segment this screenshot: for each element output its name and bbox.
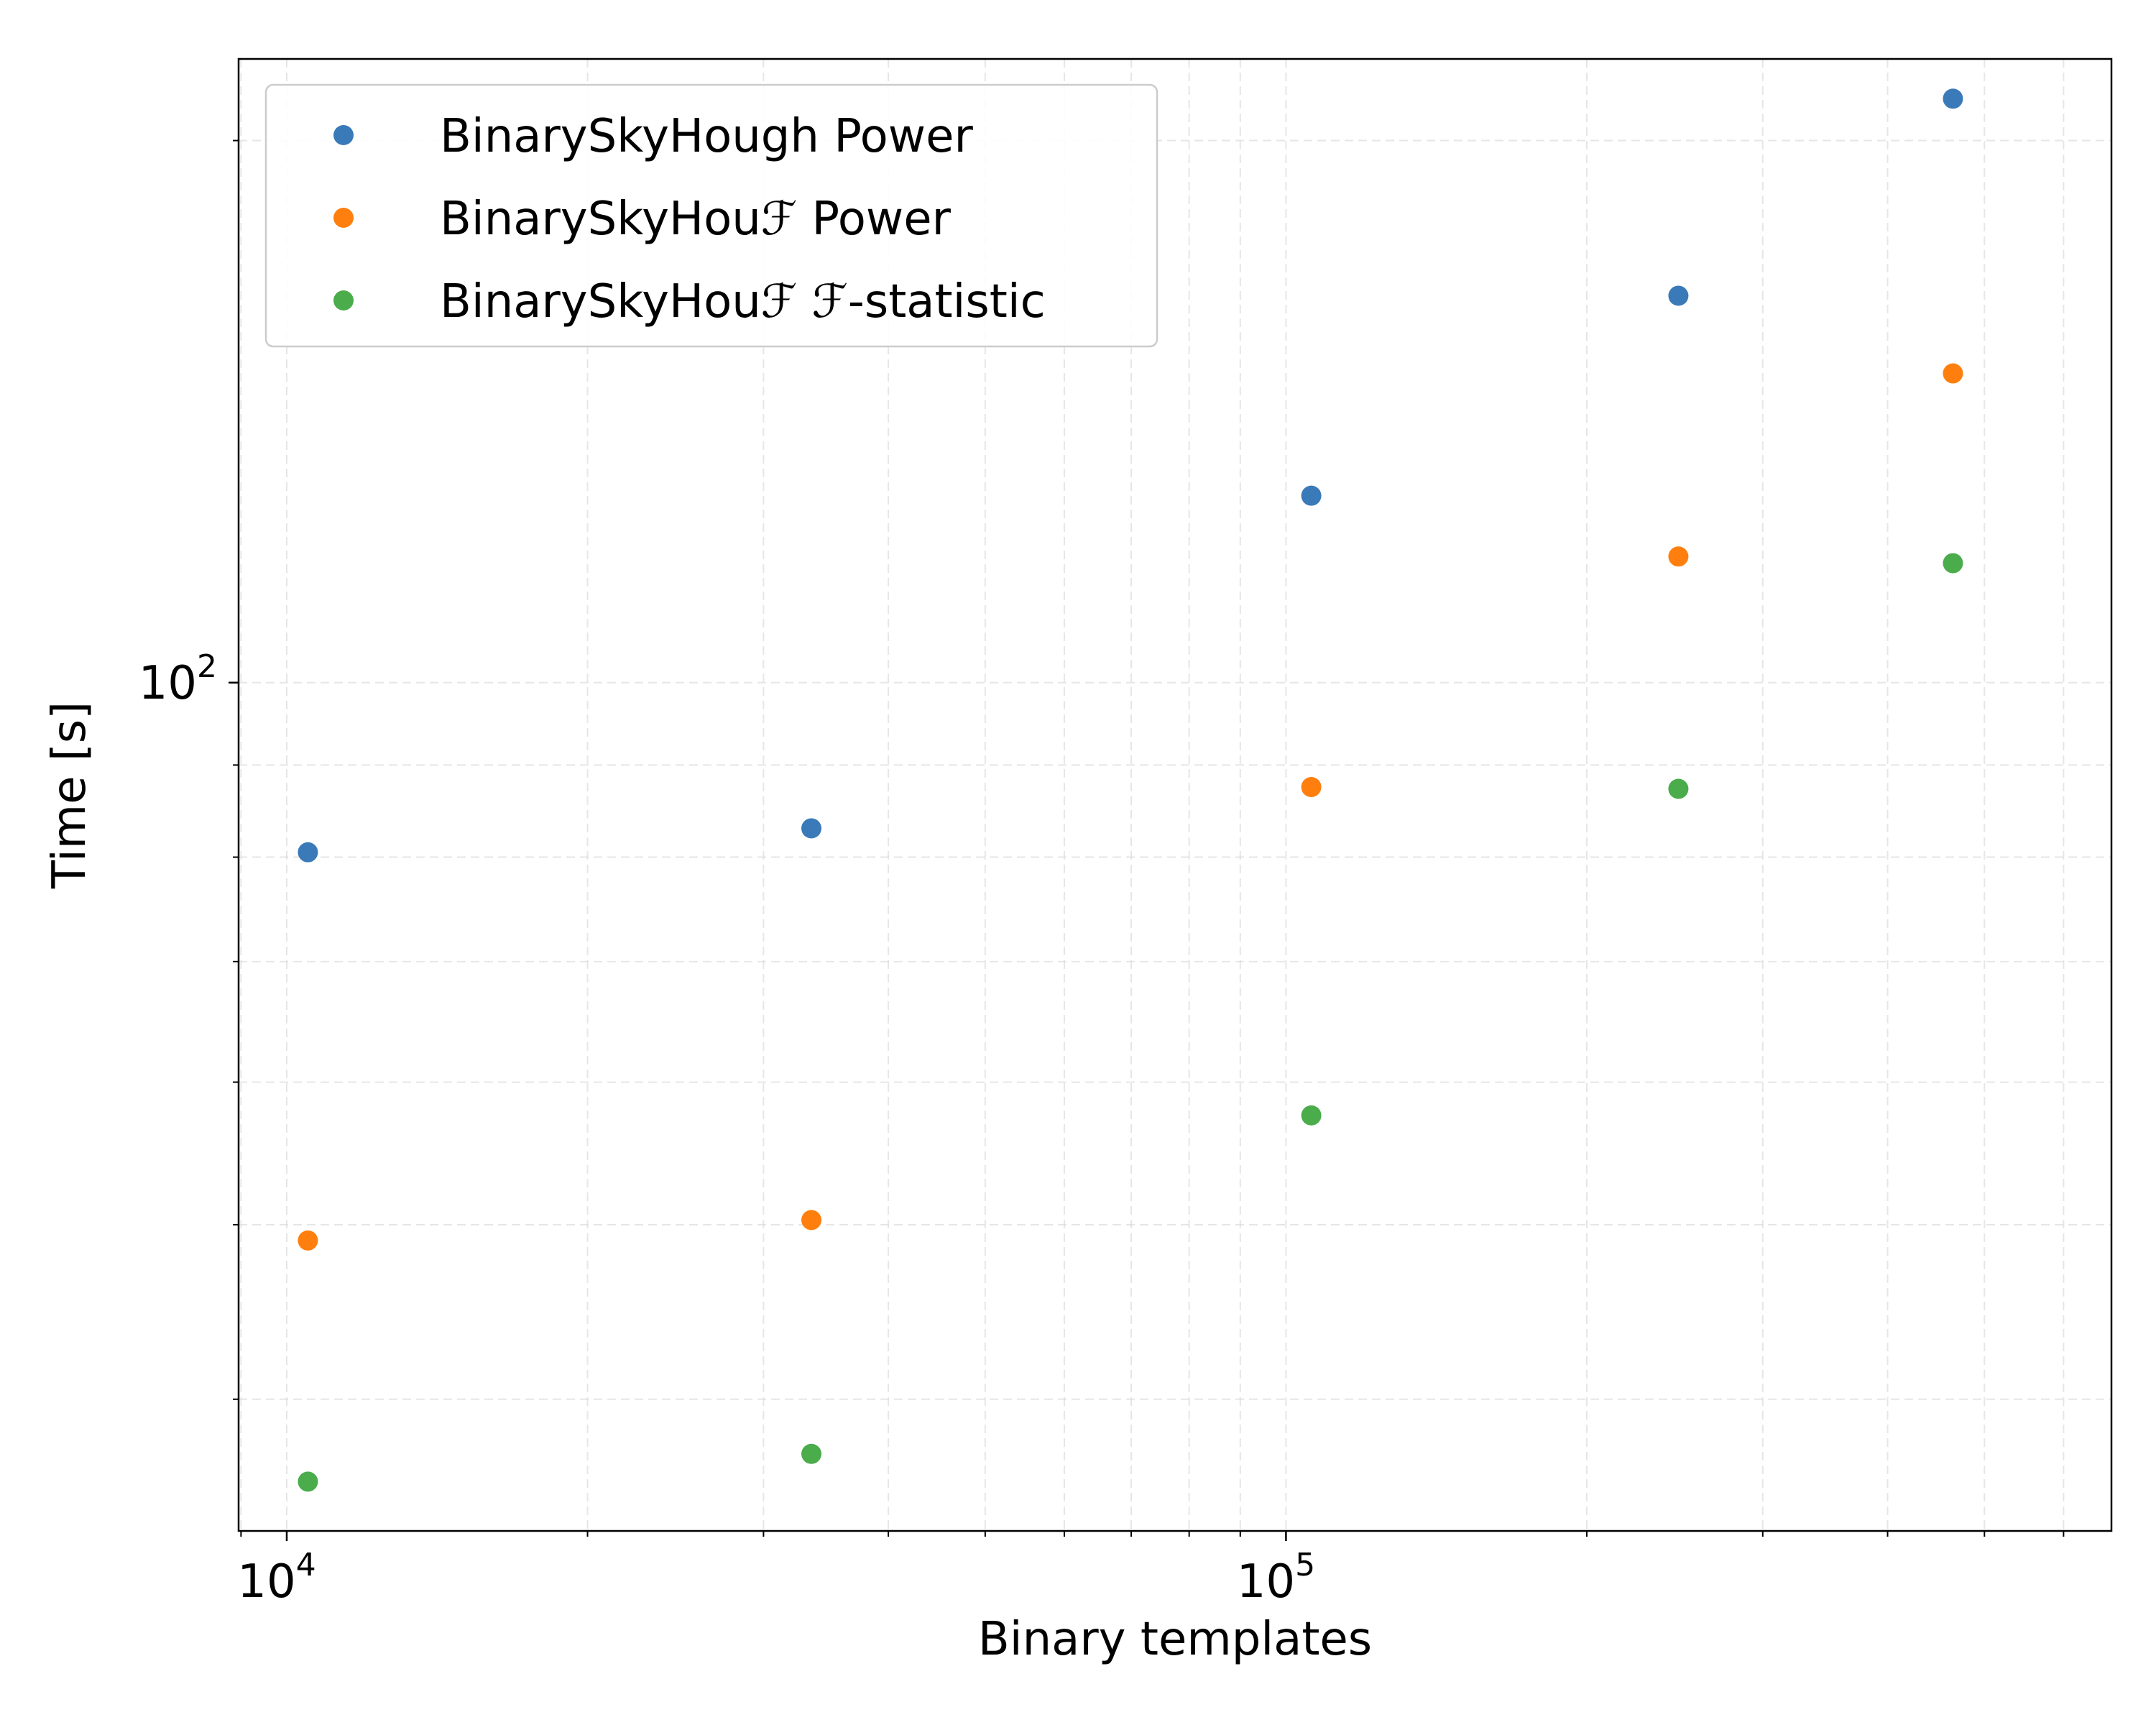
legend-label-3: BinarySkyHouℱ ℱ-statistic: [440, 275, 1046, 328]
legend-marker-1: [333, 125, 354, 145]
point-series-1-1: [298, 842, 318, 862]
x-tick-label: 105: [1237, 1547, 1315, 1609]
legend-box: [264, 83, 1158, 348]
data-points: [298, 88, 1963, 1492]
x-axis-label: Binary templates: [978, 1613, 1372, 1666]
plot-frame: [237, 58, 2113, 1532]
point-series-1-3: [1301, 485, 1322, 506]
legend-marker-2: [333, 208, 354, 228]
point-series-3-1: [298, 1471, 318, 1492]
point-series-3-2: [801, 1443, 822, 1464]
point-series-2-2: [801, 1210, 822, 1230]
y-axis-label: Time [s]: [43, 702, 96, 889]
point-series-1-4: [1668, 285, 1689, 306]
x-tick-label: 104: [237, 1547, 315, 1609]
axis-ticks: 104 105 102: [139, 139, 2065, 1609]
point-series-3-3: [1301, 1105, 1322, 1126]
legend-label-2: BinarySkyHouℱ Power: [440, 193, 952, 246]
legend-marker-3: [333, 290, 354, 310]
point-series-2-3: [1301, 777, 1322, 798]
point-series-3-5: [1943, 553, 1963, 574]
legend: BinarySkyHough Power BinarySkyHouℱ Power B…: [264, 83, 1158, 348]
point-series-3-4: [1668, 778, 1689, 799]
point-series-2-1: [298, 1230, 318, 1251]
legend-label-1: BinarySkyHough Power: [440, 110, 974, 163]
point-series-2-5: [1943, 363, 1963, 384]
point-series-2-4: [1668, 546, 1689, 567]
grid: [239, 59, 2111, 1531]
point-series-1-2: [801, 818, 822, 839]
point-series-1-5: [1943, 88, 1963, 109]
y-tick-label: 102: [139, 648, 217, 710]
